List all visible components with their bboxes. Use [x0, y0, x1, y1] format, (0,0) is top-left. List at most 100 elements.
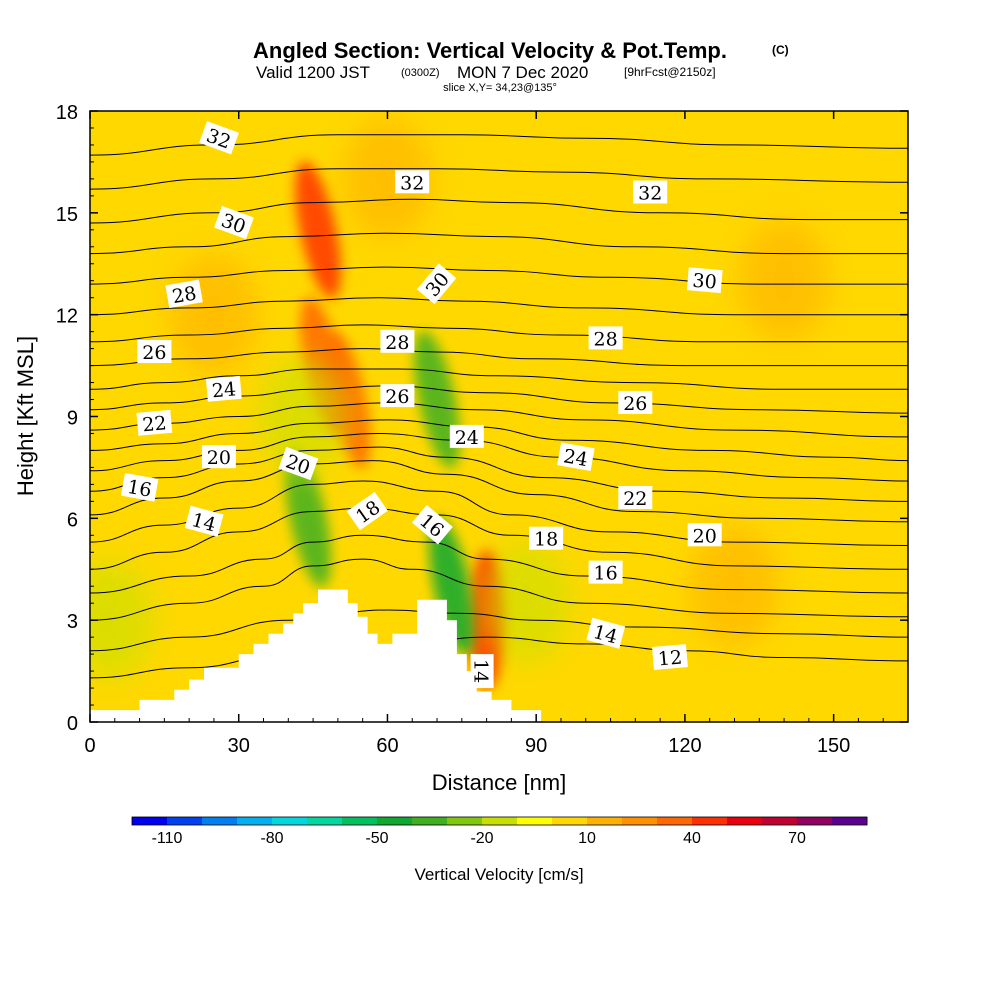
isentrope-18	[90, 460, 908, 523]
colorbar-swatch	[447, 817, 483, 825]
contour-label-text: 28	[594, 328, 618, 350]
slice-label: slice X,Y= 34,23@135°	[443, 82, 557, 94]
contour-label-0: 32	[199, 121, 239, 155]
colorbar-swatch	[237, 817, 273, 825]
x-tick-label: 120	[668, 735, 701, 757]
contour-label-4: 24	[205, 375, 242, 402]
y-tick-label: 0	[67, 713, 78, 735]
colorbar-tick-label: 70	[788, 830, 806, 847]
isentrope-27	[90, 297, 908, 316]
vv-feature-5	[414, 330, 460, 469]
contour-label-box	[137, 340, 172, 363]
vv-feature-4	[285, 449, 331, 587]
contour-label-12: 26	[380, 384, 415, 408]
contour-label-23: 22	[618, 486, 653, 510]
y-tick-label: 18	[56, 102, 78, 124]
isentrope-13	[90, 609, 908, 652]
contour-label-15: 24	[449, 424, 484, 449]
contour-label-box	[380, 384, 415, 408]
colorbar-swatch	[377, 817, 413, 825]
plot-area: 3230282624222016142018282632302416141816…	[90, 111, 908, 722]
contour-label-box	[588, 326, 623, 350]
x-axis-label: Distance [nm]	[432, 770, 567, 795]
chart-title: Angled Section: Vertical Velocity & Pot.…	[253, 38, 727, 63]
subtitle-zulu: (0300Z)	[401, 67, 440, 79]
isentrope-28	[90, 266, 908, 285]
isentrope-26	[90, 324, 908, 343]
contour-label-text: 28	[385, 332, 409, 354]
contour-label-27: 30	[686, 267, 723, 294]
contour-label-box	[529, 526, 564, 550]
vv-feature-11	[739, 220, 830, 341]
contour-label-box	[120, 473, 159, 502]
terrain-profile	[90, 589, 542, 722]
contour-label-24: 20	[687, 523, 722, 547]
chart-subtitle: Valid 1200 JST (0300Z) MON 7 Dec 2020 [9…	[256, 63, 716, 82]
terrain	[90, 589, 542, 722]
contour-label-box	[199, 121, 239, 155]
y-tick-label: 9	[67, 408, 78, 430]
colorbar-swatch	[482, 817, 518, 825]
colorbar-tick-label: -80	[260, 830, 283, 847]
x-tick-label: 0	[84, 735, 95, 757]
contour-label-text: 22	[623, 488, 647, 510]
x-tick-label: 90	[525, 735, 547, 757]
contour-label-3: 26	[137, 340, 172, 364]
isentrope-19	[90, 446, 908, 502]
isentrope-31	[90, 168, 908, 190]
isentrope-15	[90, 534, 908, 594]
contour-label-box	[588, 560, 623, 584]
colorbar-swatch	[132, 817, 168, 825]
contour-label-box	[652, 644, 688, 670]
isentrope-12	[90, 636, 908, 679]
y-tick-label: 3	[67, 611, 78, 633]
isentrope-23	[90, 385, 908, 414]
colorbar-tick-label: -110	[152, 830, 183, 847]
isentrope-22	[90, 402, 908, 438]
colorbar-swatch	[167, 817, 203, 825]
subtitle-valid: Valid 1200 JST	[256, 63, 370, 82]
contour-label-text: 32	[638, 183, 662, 205]
contour-label-box	[201, 445, 236, 469]
contour-label-text: 24	[455, 427, 479, 449]
contour-label-box	[136, 409, 173, 436]
x-axis: 0 30 60 90 120 150	[84, 111, 884, 757]
contour-labels: 3230282624222016142018282632302416141816…	[120, 121, 723, 689]
contour-label-text: 20	[693, 525, 717, 547]
contour-label-text: 22	[141, 412, 167, 436]
vv-feature-9	[481, 543, 572, 664]
contour-label-box	[687, 523, 722, 547]
contour-label-text: 26	[623, 393, 647, 415]
colorbar-tick-label: -20	[470, 830, 493, 847]
contour-label-box	[686, 267, 723, 294]
isentrope-25	[90, 348, 908, 367]
contour-label-text: 16	[594, 563, 618, 585]
subtitle-forecast: [9hrFcst@2150z]	[624, 65, 716, 79]
contour-label-box	[214, 205, 254, 240]
contour-label-box	[470, 654, 494, 689]
contour-label-box	[184, 505, 224, 537]
colorbar-swatch	[727, 817, 763, 825]
contour-label-box	[412, 504, 453, 545]
contour-label-box	[416, 263, 457, 305]
contour-label-text: 28	[171, 282, 199, 308]
contour-label-box	[618, 390, 653, 414]
contour-label-17: 14	[470, 654, 494, 689]
contour-label-13: 32	[395, 170, 430, 194]
contour-label-text: 18	[534, 529, 558, 551]
vv-feature-8	[90, 560, 155, 681]
contour-label-box	[586, 617, 626, 649]
colorbar-tick-label: 10	[578, 830, 596, 847]
contour-label-text: 24	[211, 378, 237, 402]
colorbar-tick-label: -50	[365, 830, 388, 847]
colorbar-swatch	[202, 817, 238, 825]
vv-feature-7	[258, 356, 349, 477]
isentrope-24	[90, 368, 908, 390]
vv-feature-6	[429, 517, 475, 655]
contour-label-text: 14	[470, 659, 492, 683]
x-tick-label: 60	[376, 735, 398, 757]
vv-feature-13	[342, 118, 433, 239]
isentrope-29	[90, 232, 908, 255]
colorbar-swatch	[412, 817, 448, 825]
